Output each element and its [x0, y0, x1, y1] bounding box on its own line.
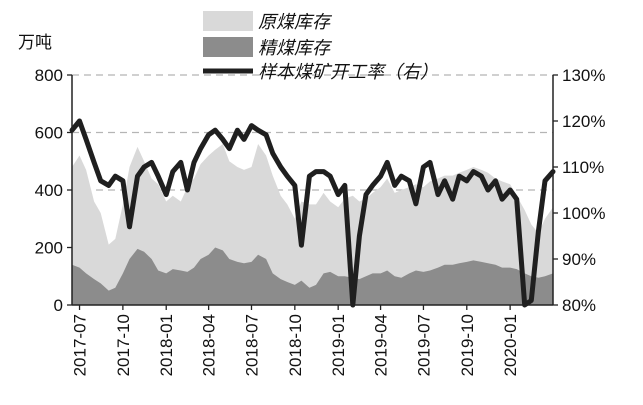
area-series-raw-coal [72, 144, 553, 305]
y-left-tick-label: 200 [35, 239, 63, 258]
y-right-tick-label: 100% [562, 204, 605, 223]
y-right-tick-label: 110% [562, 158, 604, 177]
y-left-tick-label: 600 [35, 124, 63, 143]
x-tick-label: 2018-04 [200, 314, 219, 376]
legend-swatch-washed-coal [203, 37, 253, 57]
area-layer [72, 144, 553, 305]
x-axis: 2017-07 2017-10 2018-01 2018-04 2018-07 2018-… [71, 305, 520, 376]
x-tick-label: 2019-04 [372, 314, 391, 376]
y-right-tick-label: 120% [562, 112, 605, 131]
legend-swatch-raw-coal [203, 11, 253, 31]
x-tick-label: 2018-07 [242, 314, 261, 376]
y-axis-unit-label: 万吨 [18, 33, 52, 53]
y-left-tick-label: 800 [35, 66, 63, 85]
x-tick-label: 2017-07 [71, 314, 90, 376]
line-layer [69, 118, 556, 308]
x-tick-label: 2018-10 [286, 314, 305, 376]
legend-label: 样本煤矿开工率（右） [258, 62, 438, 83]
y-axis-right: 80% 90% 100% 110% 120% 130% [553, 66, 605, 315]
line-series-operating-rate [69, 118, 556, 308]
area-series-washed-coal [72, 247, 553, 305]
x-tick-label: 2019-01 [329, 314, 348, 376]
x-tick-label: 2019-07 [414, 314, 433, 376]
x-tick-label: 2017-10 [114, 314, 133, 376]
y-axis-left: 0 200 400 600 800 [35, 66, 72, 315]
y-left-tick-label: 0 [54, 296, 63, 315]
y-right-tick-label: 90% [562, 250, 596, 269]
y-right-tick-label: 130% [562, 66, 605, 85]
legend-label: 原煤库存 [258, 12, 333, 33]
y-right-tick-label: 80% [562, 296, 596, 315]
y-left-tick-label: 400 [35, 181, 63, 200]
x-tick-label: 2019-10 [458, 314, 477, 376]
x-tick-label: 2018-01 [157, 314, 176, 376]
legend-label: 精煤库存 [258, 38, 333, 59]
x-tick-label: 2020-01 [501, 314, 520, 376]
